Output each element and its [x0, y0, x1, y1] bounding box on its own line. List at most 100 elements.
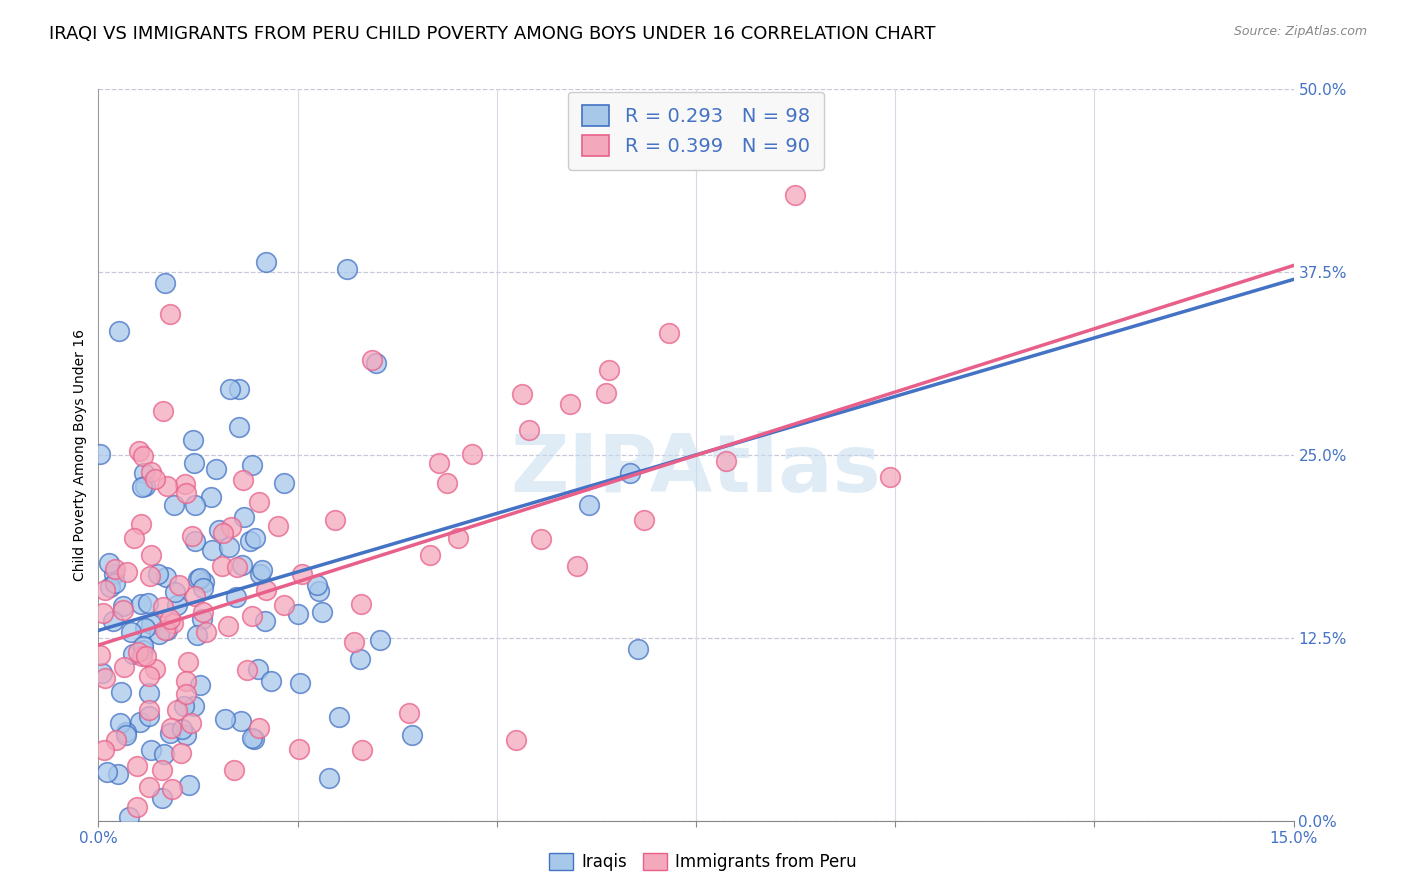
Point [226, 559, 249, 574]
Text: ZIPAtlas: ZIPAtlas [510, 431, 882, 508]
Point [191, 605, 214, 619]
Point [148, 627, 170, 641]
Point [94, 671, 117, 685]
Point [131, 649, 153, 664]
Point [132, 643, 155, 657]
Point [183, 698, 205, 713]
Text: IRAQI VS IMMIGRANTS FROM PERU CHILD POVERTY AMONG BOYS UNDER 16 CORRELATION CHAR: IRAQI VS IMMIGRANTS FROM PERU CHILD POVE… [49, 25, 936, 43]
Point [212, 525, 235, 540]
Point [120, 624, 142, 639]
Point [225, 590, 247, 604]
Point [159, 726, 181, 740]
Point [145, 662, 167, 676]
Point [139, 569, 162, 583]
Point [152, 600, 174, 615]
Point [134, 621, 156, 635]
Point [328, 710, 350, 724]
Point [103, 567, 125, 582]
Point [368, 633, 391, 648]
Point [565, 559, 588, 574]
Point [658, 326, 681, 341]
Point [783, 187, 806, 202]
Point [228, 382, 250, 396]
Point [169, 578, 191, 592]
Point [129, 517, 152, 532]
Point [104, 575, 127, 590]
Point [153, 747, 176, 762]
Point [336, 261, 359, 276]
Point [291, 567, 314, 582]
Point [287, 607, 309, 622]
Y-axis label: Child Poverty Among Boys Under 16: Child Poverty Among Boys Under 16 [73, 329, 87, 581]
Point [91, 606, 114, 620]
Point [349, 652, 371, 666]
Point [217, 619, 239, 633]
Point [253, 615, 276, 629]
Point [236, 663, 259, 677]
Point [228, 420, 250, 434]
Point [510, 387, 533, 401]
Point [183, 589, 205, 603]
Point [127, 759, 149, 773]
Point [240, 458, 263, 472]
Point [595, 386, 617, 401]
Point [318, 771, 340, 785]
Point [240, 731, 263, 746]
Point [879, 470, 901, 484]
Point [219, 519, 242, 533]
Point [131, 449, 153, 463]
Point [350, 597, 373, 611]
Point [139, 465, 162, 479]
Point [110, 685, 132, 699]
Point [115, 728, 138, 742]
Point [222, 763, 245, 777]
Point [115, 565, 138, 579]
Point [136, 596, 159, 610]
Point [163, 499, 186, 513]
Point [128, 444, 150, 458]
Point [193, 574, 215, 589]
Point [180, 528, 202, 542]
Point [266, 519, 288, 533]
Point [111, 599, 134, 613]
Point [195, 625, 218, 640]
Point [191, 581, 214, 595]
Point [174, 486, 197, 500]
Point [173, 477, 195, 491]
Point [517, 423, 540, 437]
Point [214, 712, 236, 726]
Point [245, 531, 267, 545]
Point [112, 660, 135, 674]
Point [364, 356, 387, 370]
Point [186, 628, 208, 642]
Point [148, 566, 170, 581]
Point [101, 615, 124, 629]
Point [211, 558, 233, 573]
Point [174, 728, 197, 742]
Point [166, 599, 188, 613]
Point [129, 715, 152, 730]
Point [254, 255, 277, 269]
Point [125, 800, 148, 814]
Point [288, 675, 311, 690]
Point [104, 562, 127, 576]
Point [247, 722, 270, 736]
Point [159, 307, 181, 321]
Point [143, 472, 166, 486]
Point [89, 447, 111, 461]
Point [260, 673, 283, 688]
Point [446, 531, 468, 545]
Point [152, 404, 174, 418]
Point [190, 571, 212, 585]
Legend: Iraqis, Immigrants from Peru: Iraqis, Immigrants from Peru [541, 845, 865, 880]
Point [159, 722, 181, 736]
Point [135, 649, 157, 664]
Point [232, 473, 254, 487]
Point [240, 609, 263, 624]
Point [105, 732, 128, 747]
Point [419, 548, 441, 562]
Point [166, 703, 188, 717]
Point [560, 397, 582, 411]
Point [188, 678, 211, 692]
Point [156, 623, 179, 637]
